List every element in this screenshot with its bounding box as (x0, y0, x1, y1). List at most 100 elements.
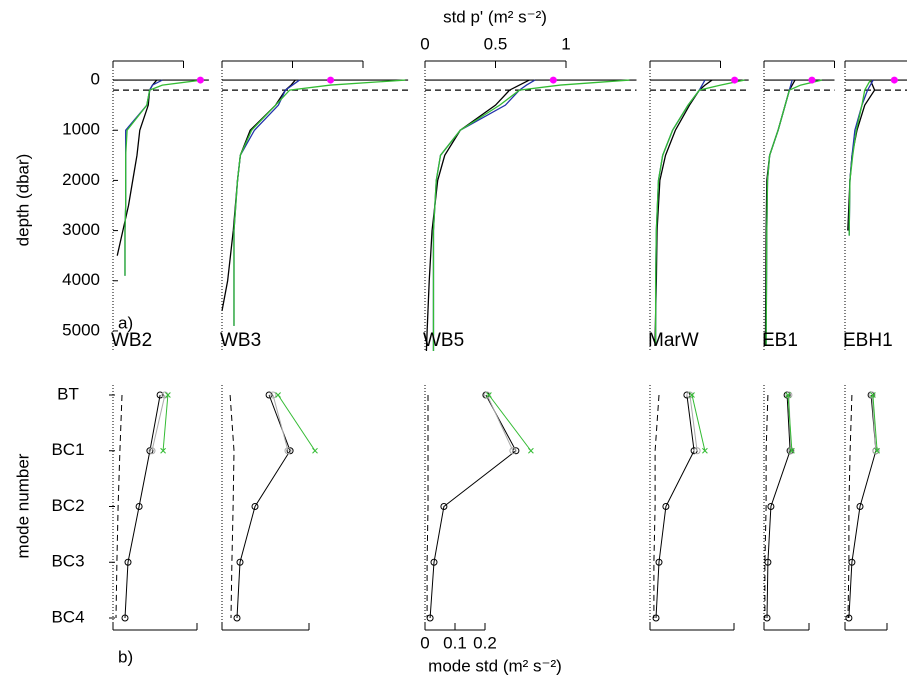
profile-line (765, 79, 822, 346)
x-axis-title: std p' (m² s⁻²) (443, 7, 547, 26)
mode-marker (655, 558, 663, 566)
mode-marker (135, 503, 143, 510)
mode-marker (312, 447, 318, 454)
profile-line (765, 79, 793, 346)
mode-marker (689, 392, 695, 398)
y-tick-label: BC2 (51, 496, 84, 515)
profile-line (654, 79, 706, 346)
y-tick-label: BT (57, 384, 79, 403)
mode-marker (528, 447, 534, 454)
mode-line (872, 394, 878, 451)
mode-marker (702, 447, 708, 454)
mode-line (764, 394, 769, 618)
profile-line (221, 79, 296, 311)
mode-marker (286, 447, 294, 455)
surface-point (196, 76, 204, 84)
mode-marker (785, 391, 793, 399)
mode-marker (430, 558, 438, 566)
mode-marker (265, 391, 273, 399)
mode-marker (785, 392, 791, 398)
mode-marker (872, 447, 880, 455)
surface-point (890, 76, 898, 84)
surface-point (549, 76, 557, 84)
mode-marker (767, 503, 775, 510)
profile-line (848, 79, 871, 236)
mode-marker (440, 503, 448, 510)
panel-name: EBH1 (843, 330, 893, 351)
mode-marker (269, 391, 277, 399)
profile-line (425, 79, 530, 352)
x-tick-label: 0.5 (484, 34, 508, 53)
mode-marker (763, 614, 771, 622)
panel-name: EB1 (762, 330, 798, 351)
mode-marker (868, 391, 876, 399)
y-tick-label: BC1 (51, 440, 84, 459)
mode-marker (148, 447, 156, 455)
y-axis-title: mode number (13, 453, 32, 558)
profile-line (124, 79, 202, 276)
mode-line (847, 394, 853, 619)
y-axis-title: depth (dbar) (13, 154, 32, 247)
mode-marker (870, 392, 876, 398)
mode-line (229, 394, 235, 619)
mode-marker (121, 614, 129, 622)
mode-marker (124, 558, 132, 566)
mode-marker (764, 558, 772, 566)
mode-marker (787, 447, 795, 455)
mode-marker (848, 558, 856, 566)
mode-marker (156, 391, 164, 399)
y-tick-label: BC3 (51, 552, 84, 571)
mode-marker (146, 447, 154, 455)
y-tick-label: 2000 (62, 170, 100, 189)
surface-point (731, 76, 739, 84)
panel-name: WB3 (220, 330, 261, 351)
mode-marker (686, 391, 694, 399)
mode-line (787, 394, 793, 451)
x-tick-label: 0 (420, 633, 429, 652)
mode-line (162, 394, 169, 451)
profile-line (233, 79, 300, 326)
mode-line (488, 394, 532, 452)
mode-line (691, 394, 706, 451)
mode-marker (845, 614, 853, 622)
mode-marker (284, 447, 292, 455)
x-tick-label: 0.2 (473, 633, 497, 652)
mode-marker (236, 558, 244, 566)
panel-label: a) (118, 313, 133, 332)
y-tick-label: 5000 (62, 320, 100, 339)
mode-line (272, 394, 289, 451)
y-tick-label: 1000 (62, 120, 100, 139)
x-axis-title: mode std (m² s⁻²) (428, 656, 562, 675)
x-tick-label: 0 (420, 34, 429, 53)
mode-line (426, 395, 429, 618)
mode-marker (789, 447, 795, 454)
mode-line (429, 394, 517, 619)
panel-name: MarW (648, 330, 699, 351)
mode-marker (275, 392, 281, 398)
mode-line (277, 394, 316, 452)
mode-line (689, 394, 698, 451)
mode-line (115, 394, 123, 619)
mode-marker (874, 447, 880, 454)
mode-line (848, 394, 877, 619)
mode-marker (486, 392, 492, 398)
surface-point (327, 76, 335, 84)
profile-line (764, 79, 796, 346)
mode-line (151, 394, 166, 451)
mode-line (871, 394, 877, 451)
mode-line (124, 394, 161, 619)
profile-line (654, 79, 713, 346)
profile-line (432, 79, 536, 351)
panel-name: WB2 (111, 330, 152, 351)
x-tick-label: 1 (561, 34, 570, 53)
mode-line (655, 394, 695, 619)
y-tick-label: 0 (91, 70, 100, 89)
profile-line (432, 79, 630, 351)
mode-marker (652, 614, 660, 622)
profile-line (233, 79, 406, 326)
mode-marker (233, 614, 241, 622)
panel-name: WB5 (423, 330, 464, 351)
profile-line (116, 79, 158, 256)
y-tick-label: BC4 (51, 607, 84, 626)
